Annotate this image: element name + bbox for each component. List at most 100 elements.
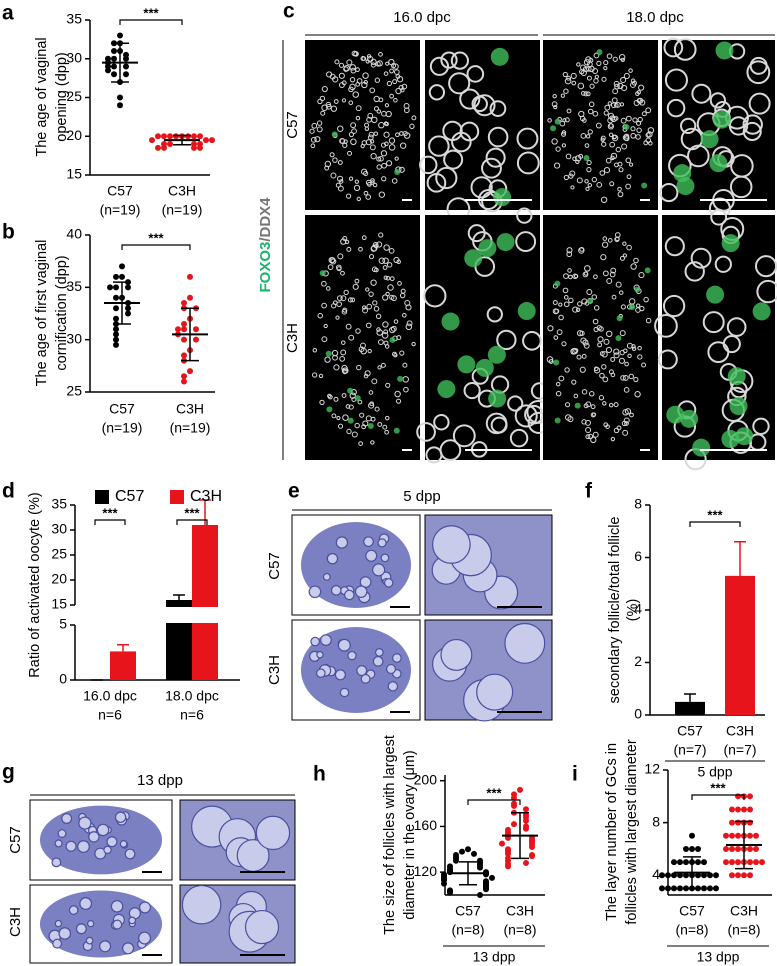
cell bbox=[390, 325, 397, 332]
cell bbox=[551, 101, 558, 108]
cell bbox=[592, 110, 599, 117]
cell bbox=[630, 132, 637, 139]
data-point bbox=[689, 845, 695, 852]
cell bbox=[749, 56, 768, 75]
cell bbox=[403, 102, 410, 109]
foxo3-cell bbox=[623, 123, 630, 130]
cell bbox=[597, 342, 603, 348]
follicle bbox=[58, 927, 72, 940]
cell bbox=[372, 182, 378, 188]
cell bbox=[352, 91, 359, 98]
cell bbox=[346, 428, 352, 435]
data-point bbox=[203, 137, 209, 144]
cell bbox=[337, 253, 344, 260]
cell bbox=[380, 362, 386, 368]
cell bbox=[459, 88, 481, 110]
data-point bbox=[155, 133, 161, 140]
cell bbox=[450, 51, 469, 70]
cell bbox=[710, 208, 728, 226]
cell bbox=[338, 62, 345, 68]
cell bbox=[610, 155, 615, 161]
cell bbox=[609, 181, 615, 187]
cell bbox=[373, 131, 379, 136]
cell bbox=[435, 166, 458, 190]
foxo3-cell bbox=[367, 422, 374, 429]
cell bbox=[593, 305, 600, 311]
follicle bbox=[103, 845, 112, 855]
error-bar bbox=[117, 644, 129, 652]
y-axis-label: The age of first vaginal bbox=[34, 240, 50, 387]
cell bbox=[383, 275, 388, 280]
cell bbox=[370, 152, 377, 160]
data-point bbox=[729, 819, 735, 826]
bar bbox=[192, 525, 218, 680]
data-point bbox=[735, 819, 741, 826]
follicle bbox=[377, 538, 387, 548]
data-point bbox=[753, 845, 759, 852]
foxo3-cell bbox=[354, 395, 361, 402]
cell bbox=[623, 417, 630, 424]
cell bbox=[634, 391, 641, 398]
follicle bbox=[122, 942, 135, 955]
cell bbox=[330, 172, 337, 179]
cell bbox=[600, 135, 606, 141]
cell bbox=[378, 232, 384, 238]
foxo3-cell bbox=[666, 405, 685, 424]
significance-label: *** bbox=[710, 780, 726, 795]
cell bbox=[622, 241, 627, 246]
cell bbox=[363, 170, 369, 177]
follicle bbox=[334, 669, 346, 681]
cell bbox=[591, 294, 598, 300]
cell bbox=[633, 257, 639, 264]
cell bbox=[316, 120, 323, 126]
follicle bbox=[385, 663, 397, 675]
data-point bbox=[111, 71, 117, 78]
cell bbox=[567, 268, 572, 273]
data-point bbox=[123, 63, 129, 70]
cell bbox=[376, 60, 383, 67]
cell bbox=[376, 156, 382, 162]
cell bbox=[586, 159, 592, 166]
cell bbox=[618, 357, 626, 364]
data-point bbox=[671, 859, 677, 866]
cell bbox=[587, 108, 594, 115]
cell bbox=[350, 297, 356, 303]
cell bbox=[607, 117, 614, 124]
cell bbox=[337, 160, 343, 165]
cell bbox=[378, 257, 386, 265]
cell bbox=[600, 196, 608, 204]
follicle bbox=[54, 919, 63, 928]
sd-bar bbox=[511, 811, 529, 860]
cell bbox=[380, 142, 387, 148]
cell bbox=[352, 283, 359, 290]
y-tick-label: 20 bbox=[51, 571, 67, 587]
cell bbox=[564, 402, 571, 408]
follicle bbox=[138, 931, 152, 945]
foxo3-cell bbox=[397, 375, 404, 382]
cell bbox=[355, 82, 361, 87]
cell bbox=[398, 85, 404, 91]
cell bbox=[636, 90, 642, 95]
cell bbox=[365, 194, 372, 200]
cell bbox=[514, 404, 538, 428]
cell bbox=[726, 317, 747, 337]
cell bbox=[332, 157, 338, 163]
data-point bbox=[181, 326, 187, 333]
cell bbox=[381, 176, 387, 182]
significance-label: *** bbox=[143, 5, 159, 20]
cell bbox=[321, 302, 327, 309]
foxo3-cell bbox=[735, 427, 754, 446]
row-label: C57 bbox=[266, 552, 283, 580]
sd-bar bbox=[111, 42, 129, 83]
cell bbox=[591, 176, 597, 183]
cell bbox=[662, 294, 686, 318]
cell bbox=[312, 347, 318, 353]
panel-letter: c bbox=[283, 0, 295, 23]
cell bbox=[560, 131, 567, 137]
y-tick-label: 8 bbox=[634, 496, 642, 512]
data-point bbox=[529, 844, 535, 850]
cell bbox=[568, 274, 573, 280]
cell bbox=[400, 288, 406, 294]
cell bbox=[389, 93, 394, 99]
cell bbox=[516, 127, 539, 150]
